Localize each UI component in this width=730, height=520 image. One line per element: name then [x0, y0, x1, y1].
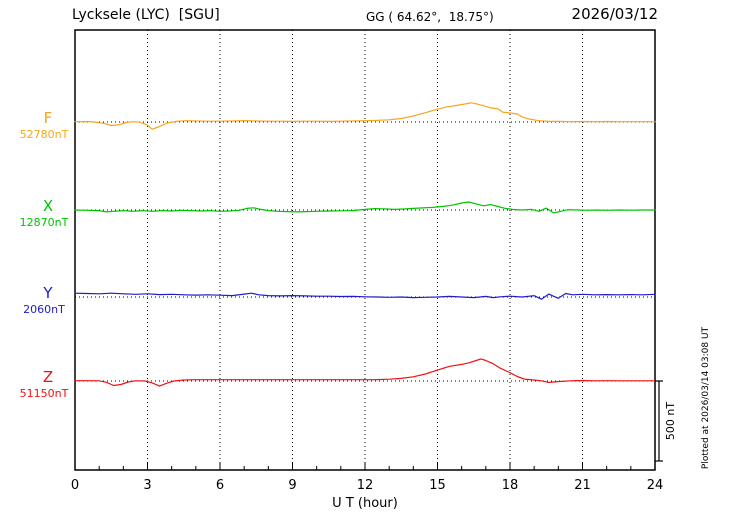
tick-label-9: 9 — [288, 478, 296, 493]
station-title: Lycksele (LYC) [SGU] — [72, 7, 220, 23]
tick-label-18: 18 — [502, 478, 519, 493]
series-baseline-Z: 51150nT — [20, 387, 69, 400]
tick-label-15: 15 — [429, 478, 446, 493]
plotted-at-note: Plotted at 2026/03/14 03:08 UT — [701, 326, 711, 469]
series-name-F: F — [44, 109, 53, 127]
tick-label-3: 3 — [143, 478, 151, 493]
trace-X — [74, 201, 656, 214]
series-name-X: X — [43, 197, 53, 215]
series-baseline-Y: 2060nT — [23, 303, 65, 316]
series-baseline-F: 52780nT — [20, 128, 69, 141]
tick-label-6: 6 — [216, 478, 224, 493]
trace-Y — [74, 292, 656, 300]
trace-Z — [74, 358, 656, 387]
series-baseline-X: 12870nT — [20, 216, 69, 229]
scale-bar-label: 500 nT — [664, 402, 677, 440]
series-name-Z: Z — [43, 368, 53, 386]
tick-label-0: 0 — [71, 478, 79, 493]
x-axis-label: U T (hour) — [332, 496, 398, 511]
tick-label-21: 21 — [574, 478, 591, 493]
geo-coords: GG ( 64.62°, 18.75°) — [366, 10, 494, 24]
tick-label-24: 24 — [647, 478, 664, 493]
trace-F — [74, 102, 656, 130]
tick-label-12: 12 — [357, 478, 374, 493]
plot-date: 2026/03/12 — [571, 5, 658, 23]
series-name-Y: Y — [42, 284, 53, 302]
